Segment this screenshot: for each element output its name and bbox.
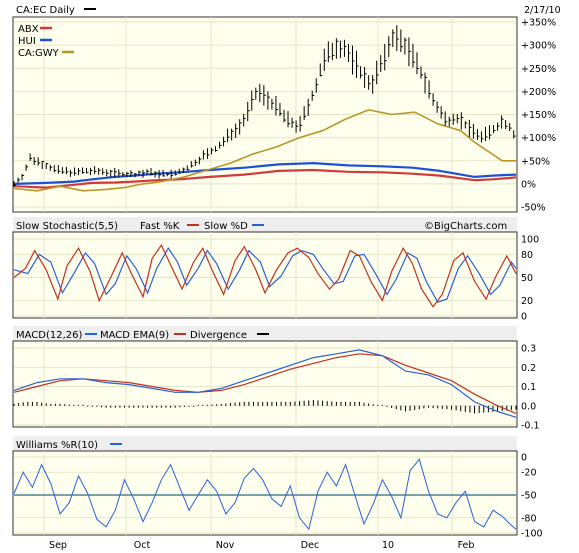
series-line-hui <box>13 162 517 185</box>
y-tick-label-1: -20 <box>521 468 537 479</box>
series-line-macd <box>13 349 517 418</box>
williams-panel-bg <box>12 450 518 536</box>
y-tick-label-2: 50 <box>521 273 533 284</box>
williams-title-strip <box>13 436 517 451</box>
y-tick-label-1: 80 <box>521 250 533 261</box>
macd-y-axis: 0.3 0.2 0.1 0.0 -0.1 <box>521 344 540 432</box>
stochastic-series <box>13 244 517 308</box>
stochastic-panel: Slow Stochastic(5,5) Fast %K Slow %D ©Bi… <box>12 217 539 323</box>
x-tick-label-3: Dec <box>301 540 319 551</box>
price-panel: +350% +300% +250% +200% +150% +100% +50% 0% -50%… <box>12 16 556 214</box>
x-tick-label-2: Nov <box>216 540 235 551</box>
y-tick-label-3: +200% <box>521 87 556 98</box>
stochastic-y-axis: 100 80 50 20 0 <box>521 235 539 323</box>
y-tick-label-2: +250% <box>521 64 556 75</box>
price-y-axis: +350% +300% +250% +200% +150% +100% +50% 0% -50% <box>521 18 556 214</box>
price-legend: ABX HUI CA:GWY <box>18 24 74 59</box>
x-tick-label-0: Sep <box>49 540 67 551</box>
y-tick-label-4: +150% <box>521 110 556 121</box>
y-tick-label-3: 0.0 <box>521 401 536 412</box>
y-tick-label-2: 0.1 <box>521 382 536 393</box>
macd-panel: MACD(12,26) MACD EMA(9) Divergence 0.30.… <box>12 326 540 432</box>
macd-series <box>13 349 517 418</box>
stochastic-legend-k: Fast %K <box>140 221 180 232</box>
macd-title: MACD(12,26) <box>16 330 83 341</box>
y-tick-label-0: +350% <box>521 18 556 29</box>
y-tick-label-1: +300% <box>521 41 556 52</box>
williams-series <box>13 458 517 531</box>
y-tick-label-8: -50% <box>521 203 546 214</box>
price-bars <box>13 25 516 187</box>
williams-panel: Williams %R(10) 0 -20 -50 -80 -100 <box>12 436 543 540</box>
stochastic-grid <box>14 232 516 318</box>
macd-panel-bg <box>12 340 518 428</box>
legend-gwy-label: CA:GWY <box>18 48 60 59</box>
symbol-label: CA:EC Daily <box>16 5 75 16</box>
series-line-abx <box>13 168 517 189</box>
y-tick-label-7: 0% <box>521 179 536 190</box>
y-tick-label-3: -80 <box>521 513 537 524</box>
series-line-slow-d <box>13 247 517 303</box>
series-line-williams <box>13 458 517 531</box>
price-grid <box>14 17 516 212</box>
x-tick-label-5: Feb <box>458 540 475 551</box>
watermark: ©BigCharts.com <box>424 221 507 232</box>
williams-y-axis: 0 -20 -50 -80 -100 <box>521 453 543 540</box>
y-tick-label-0: 0 <box>521 453 527 464</box>
series-line-macd-ema <box>13 353 517 414</box>
legend-abx-label: ABX <box>18 24 39 35</box>
y-tick-label-4: 0 <box>521 312 527 323</box>
macd-legend-divergence: Divergence <box>190 330 247 341</box>
series-line-cagwy <box>13 109 516 192</box>
series-line-fast-k <box>13 244 517 308</box>
stochastic-title: Slow Stochastic(5,5) <box>16 221 118 232</box>
legend-hui-label: HUI <box>18 36 36 47</box>
macd-legend-ema: MACD EMA(9) <box>100 330 169 341</box>
y-tick-label-4: -0.1 <box>521 421 540 432</box>
y-tick-label-3: 20 <box>521 296 533 307</box>
williams-title: Williams %R(10) <box>16 440 98 451</box>
price-series <box>13 109 517 192</box>
y-tick-label-2: -50 <box>521 491 537 502</box>
y-tick-label-4: -100 <box>521 529 543 540</box>
y-tick-label-0: 0.3 <box>521 344 536 355</box>
y-tick-label-1: 0.2 <box>521 363 536 374</box>
chart-date: 2/17/10 <box>524 5 561 16</box>
x-axis: Sep Oct Nov Dec 10 Feb <box>49 540 474 551</box>
y-tick-label-0: 100 <box>521 235 539 246</box>
stochastic-legend-d: Slow %D <box>204 221 248 232</box>
x-tick-label-4: 10 <box>382 540 394 551</box>
x-tick-label-1: Oct <box>134 540 151 551</box>
y-tick-label-6: +50% <box>521 156 550 167</box>
y-tick-label-5: +100% <box>521 133 556 144</box>
stochastic-title-strip <box>13 217 517 232</box>
macd-divergence-bars <box>13 399 517 414</box>
